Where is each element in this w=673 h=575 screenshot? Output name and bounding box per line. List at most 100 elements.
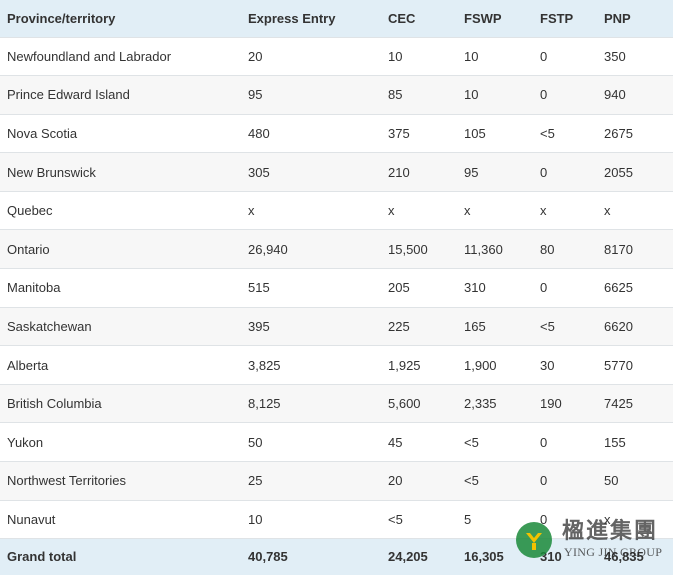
cell-pnp: x (604, 203, 611, 219)
cell-province: Yukon (7, 434, 44, 450)
table-row: Nunavut 10 <5 5 0 x (0, 500, 673, 539)
cell-express-entry: 26,940 (248, 241, 288, 257)
cell-pnp: 6625 (604, 280, 633, 296)
total-label: Grand total (7, 549, 77, 565)
cell-pnp: 6620 (604, 318, 633, 334)
cell-fstp: <5 (540, 125, 555, 141)
cell-province: Ontario (7, 241, 50, 257)
cell-cec: 205 (388, 280, 410, 296)
column-header-fstp: FSTP (540, 10, 574, 26)
column-header-fswp: FSWP (464, 10, 502, 26)
cell-province: Saskatchewan (7, 318, 92, 334)
cell-express-entry: 3,825 (248, 357, 281, 373)
total-pnp: 46,835 (604, 549, 644, 565)
cell-fswp: <5 (464, 473, 479, 489)
cell-cec: 1,925 (388, 357, 421, 373)
cell-cec: 85 (388, 87, 403, 103)
cell-express-entry: 25 (248, 473, 263, 489)
cell-fstp: 0 (540, 280, 548, 296)
cell-fswp: x (464, 203, 471, 219)
total-fstp: 310 (540, 549, 562, 565)
cell-cec: 10 (388, 48, 403, 64)
cell-express-entry: 8,125 (248, 396, 281, 412)
total-fswp: 16,305 (464, 549, 504, 565)
cell-fswp: 1,900 (464, 357, 497, 373)
cell-express-entry: 20 (248, 48, 263, 64)
cell-province: Nova Scotia (7, 125, 78, 141)
cell-cec: <5 (388, 511, 403, 527)
cell-express-entry: x (248, 203, 255, 219)
cell-province: Alberta (7, 357, 49, 373)
cell-fstp: 80 (540, 241, 555, 257)
cell-cec: 375 (388, 125, 410, 141)
cell-pnp: 2675 (604, 125, 633, 141)
cell-express-entry: 515 (248, 280, 270, 296)
cell-cec: 15,500 (388, 241, 428, 257)
grand-total-row: Grand total 40,785 24,205 16,305 310 46,… (0, 538, 673, 575)
table-row: Yukon 50 45 <5 0 155 (0, 422, 673, 462)
cell-pnp: 155 (604, 434, 626, 450)
cell-pnp: 50 (604, 473, 619, 489)
cell-express-entry: 95 (248, 87, 263, 103)
cell-pnp: 5770 (604, 357, 633, 373)
cell-fswp: 105 (464, 125, 486, 141)
cell-fswp: 5 (464, 511, 472, 527)
cell-cec: 20 (388, 473, 403, 489)
cell-pnp: 940 (604, 87, 626, 103)
table-row: Northwest Territories 25 20 <5 0 50 (0, 461, 673, 501)
table-row: Newfoundland and Labrador 20 10 10 0 350 (0, 37, 673, 76)
table-row: Nova Scotia 480 375 105 <5 2675 (0, 114, 673, 153)
table-row: Alberta 3,825 1,925 1,900 30 5770 (0, 345, 673, 385)
cell-cec: 5,600 (388, 396, 421, 412)
cell-cec: 225 (388, 318, 410, 334)
cell-express-entry: 305 (248, 164, 270, 180)
cell-fswp: 95 (464, 164, 479, 180)
total-express-entry: 40,785 (248, 549, 288, 565)
table-body: Newfoundland and Labrador 20 10 10 0 350 Princ… (0, 37, 673, 539)
column-header-express-entry: Express Entry (248, 10, 336, 26)
cell-pnp: 7425 (604, 396, 633, 412)
cell-fstp: 0 (540, 87, 548, 103)
table-row: Ontario 26,940 15,500 11,360 80 8170 (0, 229, 673, 269)
cell-province: Quebec (7, 203, 53, 219)
cell-cec: x (388, 203, 395, 219)
cell-fstp: 190 (540, 396, 562, 412)
table-row: Saskatchewan 395 225 165 <5 6620 (0, 307, 673, 346)
cell-express-entry: 10 (248, 511, 263, 527)
cell-express-entry: 50 (248, 434, 263, 450)
cell-fswp: 11,360 (464, 241, 503, 257)
cell-pnp: 2055 (604, 164, 633, 180)
table-row: Quebec x x x x x (0, 191, 673, 230)
cell-fswp: 310 (464, 280, 486, 296)
cell-province: Nunavut (7, 511, 56, 527)
table-row: Prince Edward Island 95 85 10 0 940 (0, 75, 673, 115)
cell-cec: 210 (388, 164, 410, 180)
cell-province: Prince Edward Island (7, 87, 130, 103)
cell-province: New Brunswick (7, 164, 96, 180)
cell-fstp: 0 (540, 511, 548, 527)
cell-pnp: 350 (604, 48, 626, 64)
cell-fswp: 10 (464, 87, 479, 103)
cell-pnp: 8170 (604, 241, 633, 257)
cell-pnp: x (604, 511, 611, 527)
cell-fstp: 0 (540, 473, 548, 489)
cell-fstp: <5 (540, 318, 555, 334)
table-header-row: Province/territory Express Entry CEC FSW… (0, 0, 673, 37)
cell-express-entry: 480 (248, 125, 270, 141)
table-row: British Columbia 8,125 5,600 2,335 190 7425 (0, 384, 673, 423)
column-header-province: Province/territory (7, 10, 116, 26)
cell-province: Manitoba (7, 280, 61, 296)
column-header-cec: CEC (388, 10, 416, 26)
table-row: Manitoba 515 205 310 0 6625 (0, 268, 673, 308)
column-header-pnp: PNP (604, 10, 631, 26)
cell-fstp: 0 (540, 164, 548, 180)
cell-fstp: 0 (540, 48, 548, 64)
cell-province: Newfoundland and Labrador (7, 48, 172, 64)
cell-fswp: 2,335 (464, 396, 497, 412)
cell-fswp: 165 (464, 318, 486, 334)
cell-express-entry: 395 (248, 318, 270, 334)
cell-fswp: <5 (464, 434, 479, 450)
total-cec: 24,205 (388, 549, 428, 565)
cell-fstp: 0 (540, 434, 548, 450)
